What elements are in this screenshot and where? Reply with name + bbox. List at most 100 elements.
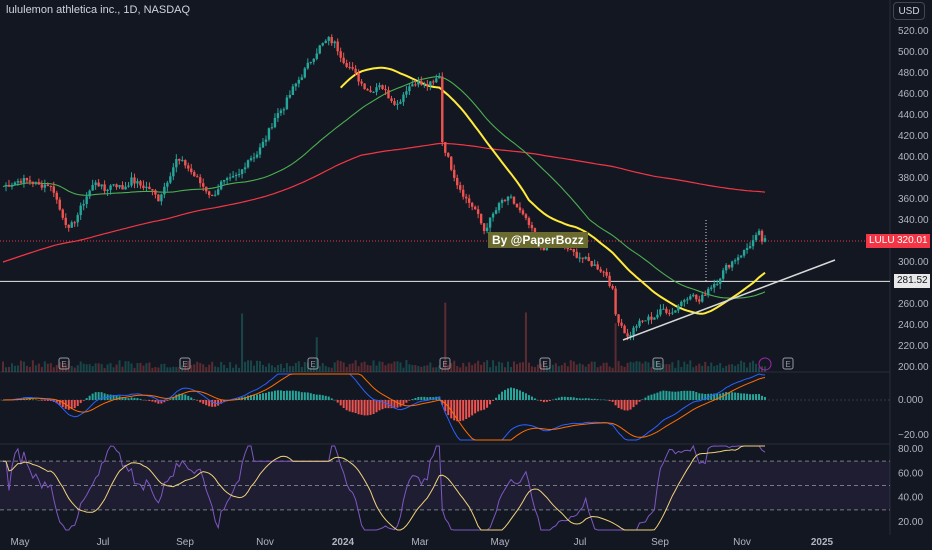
volume-bar	[698, 363, 701, 372]
candle-body	[106, 189, 109, 191]
earnings-marker-box	[539, 357, 551, 370]
volume-bar	[357, 366, 360, 372]
candle-body	[692, 294, 695, 297]
macd-histogram-bar	[572, 397, 575, 400]
volume-bar	[524, 312, 527, 372]
candle-body	[527, 218, 531, 225]
macd-histogram-bar	[716, 393, 719, 400]
candle-body	[124, 186, 127, 190]
volume-bar	[492, 360, 495, 372]
macd-histogram-bar	[743, 393, 746, 400]
volume-bar	[4, 367, 7, 372]
candle-body	[109, 185, 112, 190]
candle-body	[216, 189, 220, 195]
candle-body	[118, 185, 121, 188]
macd-histogram-bar	[530, 396, 533, 400]
macd-histogram-bar	[632, 400, 635, 408]
volume-bar	[444, 302, 447, 372]
volume-bar	[82, 363, 85, 372]
volume-bar	[270, 365, 273, 372]
volume-bar	[566, 366, 569, 372]
volume-bar	[611, 367, 614, 372]
volume-bar	[725, 365, 728, 372]
macd-histogram-bar	[88, 395, 91, 400]
volume-bar	[569, 360, 572, 372]
price-axis-tick: 200.00	[898, 362, 929, 373]
volume-bar	[31, 360, 34, 372]
macd-histogram-bar	[402, 400, 405, 405]
volume-bar	[743, 362, 746, 372]
volume-bar	[235, 364, 238, 372]
candle-body	[85, 196, 88, 205]
candle-body	[318, 45, 321, 54]
volume-bar	[584, 366, 587, 372]
volume-bar	[518, 362, 521, 372]
volume-bar	[722, 367, 725, 372]
candle-body	[674, 310, 677, 313]
candle-body	[210, 195, 214, 197]
volume-bar	[465, 366, 468, 372]
candle-body	[330, 37, 333, 44]
volume-bar	[605, 362, 608, 372]
macd-histogram-bar	[647, 395, 650, 400]
candle-body	[205, 186, 208, 192]
time-axis-tick: Mar	[411, 537, 429, 548]
volume-bar	[489, 367, 492, 372]
macd-histogram-bar	[109, 394, 112, 400]
macd-histogram-bar	[444, 400, 447, 412]
price-label-current: 320.01	[894, 233, 930, 248]
candle-body	[270, 127, 274, 129]
macd-histogram-bar	[617, 400, 620, 408]
macd-histogram-bar	[641, 399, 644, 400]
macd-axis-tick: 0.000	[898, 395, 923, 406]
price-axis-tick: 520.00	[898, 26, 929, 37]
macd-histogram-bar	[130, 397, 133, 400]
candle-body	[136, 181, 139, 184]
volume-bar	[273, 367, 276, 372]
volume-bar	[163, 363, 166, 372]
volume-bar	[205, 367, 208, 372]
candle-body	[261, 141, 265, 148]
candle-body	[584, 257, 587, 259]
candle-body	[228, 177, 232, 179]
candle-body	[399, 101, 402, 104]
candle-body	[324, 40, 327, 44]
candle-body	[43, 184, 47, 188]
candle-body	[139, 181, 142, 186]
time-axis-tick: Sep	[176, 537, 194, 548]
volume-bar	[76, 365, 79, 372]
volume-bar	[97, 363, 100, 372]
volume-bar	[665, 364, 668, 372]
volume-bar	[542, 361, 545, 372]
price-axis-tick: 260.00	[898, 299, 929, 310]
candle-body	[52, 186, 56, 193]
volume-bar	[142, 365, 145, 372]
candle-body	[157, 194, 160, 202]
macd-histogram-bar	[264, 392, 267, 400]
candle-body	[219, 181, 223, 190]
earnings-marker: E	[542, 360, 547, 369]
candle-body	[199, 177, 202, 184]
macd-histogram-bar	[734, 392, 737, 400]
volume-bar	[447, 364, 450, 372]
candle-body	[417, 81, 420, 85]
macd-histogram-bar	[656, 392, 659, 400]
macd-histogram-bar	[629, 400, 632, 410]
volume-bar	[683, 361, 686, 372]
candle-body	[196, 176, 199, 178]
volume-bar	[408, 364, 411, 372]
candle-body	[369, 90, 372, 92]
volume-bar	[363, 361, 366, 372]
macd-histogram-bar	[333, 399, 336, 401]
candle-body	[614, 288, 617, 315]
time-axis-tick: 2024	[332, 537, 355, 548]
candle-body	[22, 178, 26, 183]
candle-body	[662, 308, 665, 310]
volume-bar	[504, 367, 507, 372]
macd-histogram-bar	[217, 400, 220, 406]
candle-body	[698, 299, 701, 302]
currency-button[interactable]: USD	[893, 2, 925, 20]
macd-signal-line	[3, 373, 766, 441]
volume-bar	[593, 361, 596, 372]
candle-body	[491, 213, 495, 218]
